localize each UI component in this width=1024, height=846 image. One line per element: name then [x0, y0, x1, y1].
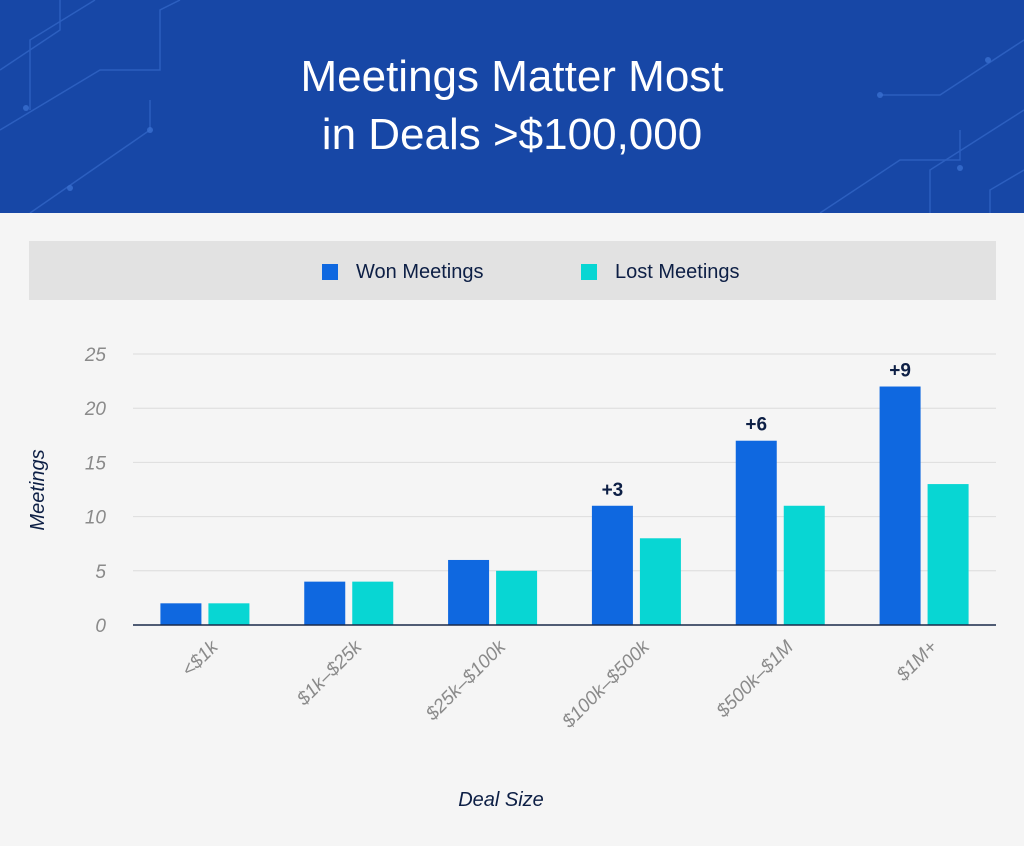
won-bar-0 — [160, 603, 202, 625]
x-axis-title: Deal Size — [458, 789, 544, 811]
y-tick-label: 0 — [95, 616, 106, 637]
y-tick-label: 15 — [85, 453, 107, 474]
lost-bar-0 — [208, 603, 250, 625]
legend-swatch-won — [322, 264, 338, 280]
y-tick-label: 5 — [95, 562, 106, 583]
legend-label-lost: Lost Meetings — [615, 260, 740, 283]
x-tick-label: <$1k — [178, 636, 223, 681]
won-bar-4 — [735, 440, 777, 625]
y-axis-title: Meetings — [27, 449, 49, 530]
chart-title: Meetings Matter Most in Deals >$100,000 — [0, 48, 1024, 164]
x-tick-label: $100k–$500k — [558, 636, 655, 733]
lost-bar-1 — [352, 581, 394, 625]
difference-label-3: +3 — [602, 480, 624, 501]
legend-swatch-lost — [581, 264, 597, 280]
won-bar-1 — [304, 581, 346, 625]
x-tick-label: $25k–$100k — [421, 636, 511, 726]
bar-chart: 0 5 10 15 20 25 <$1k $1k–$25k $25k–$100k +3 $100k–… — [27, 345, 996, 811]
legend-item-won: Won Meetings — [322, 261, 483, 283]
legend-label-won: Won Meetings — [356, 260, 484, 283]
won-bar-3 — [591, 505, 633, 625]
header-banner: Meetings Matter Most in Deals >$100,000 — [0, 0, 1024, 213]
title-line-1: Meetings Matter Most — [300, 52, 724, 101]
lost-bar-5 — [927, 484, 969, 625]
difference-label-4: +6 — [745, 415, 767, 436]
won-bar-2 — [448, 559, 490, 625]
legend: Won Meetings Lost Meetings — [29, 241, 996, 300]
title-line-2: in Deals >$100,000 — [321, 110, 703, 159]
x-tick-label: $1M+ — [892, 637, 942, 687]
y-tick-label: 20 — [84, 399, 107, 420]
won-bar-5 — [879, 386, 921, 625]
x-tick-label: $500k–$1M — [712, 637, 798, 723]
difference-label-5: +9 — [889, 361, 911, 382]
lost-bar-4 — [783, 505, 825, 625]
lost-bar-2 — [496, 570, 538, 625]
legend-item-lost: Lost Meetings — [581, 261, 740, 283]
y-tick-label: 25 — [84, 345, 107, 366]
lost-bar-3 — [639, 538, 681, 625]
y-tick-label: 10 — [85, 508, 107, 529]
circuit-decoration — [0, 0, 1024, 213]
x-tick-label: $1k–$25k — [292, 636, 367, 711]
